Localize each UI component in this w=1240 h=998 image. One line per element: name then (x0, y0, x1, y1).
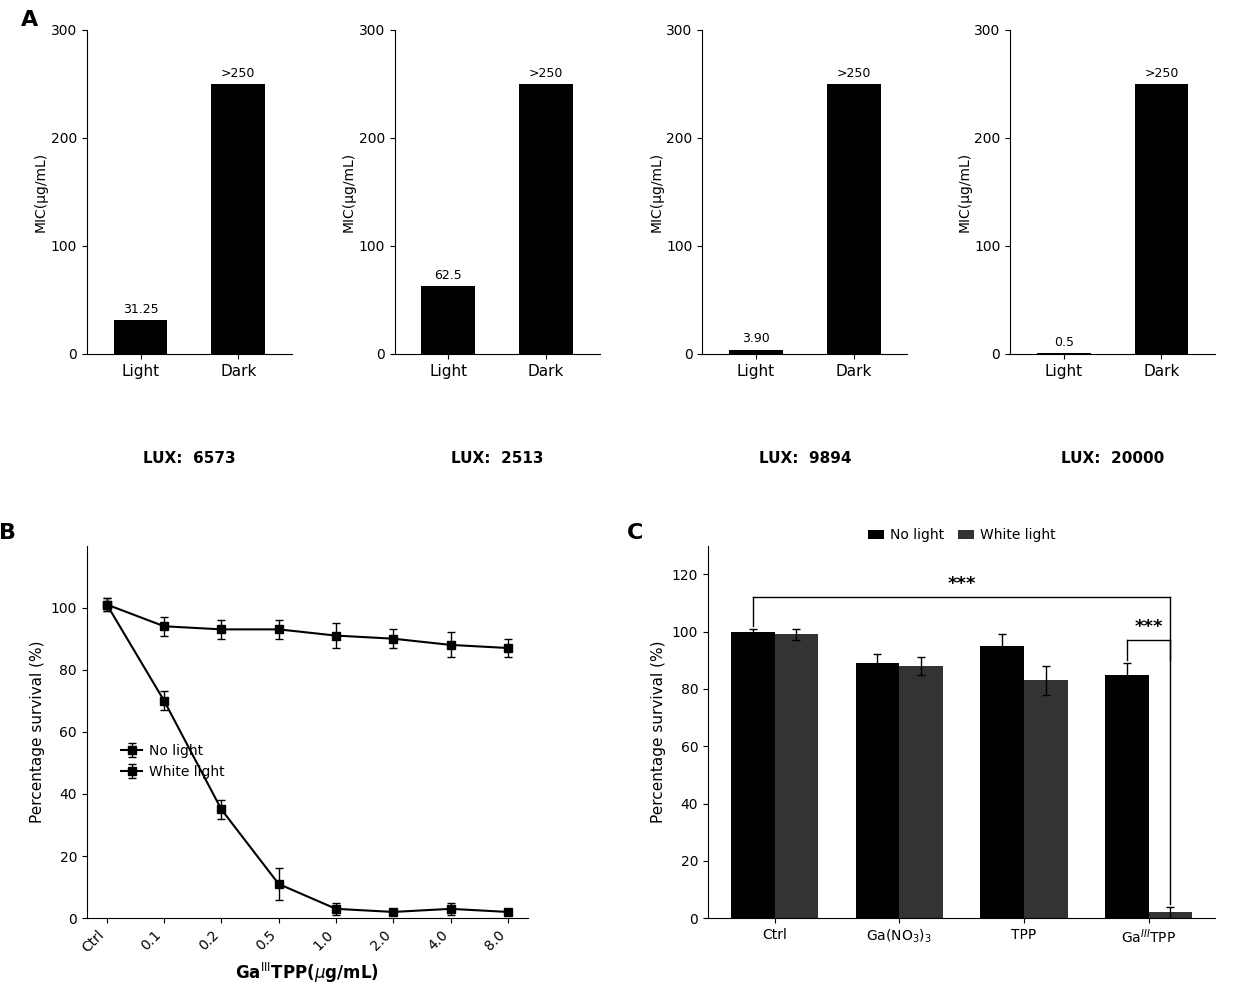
Text: 0.5: 0.5 (1054, 336, 1074, 349)
Bar (729, 349, 782, 354)
Text: LUX:  20000: LUX: 20000 (1061, 451, 1164, 466)
Bar (422, 286, 475, 354)
Y-axis label: MIC(μg/mL): MIC(μg/mL) (342, 152, 356, 232)
Bar (732, 632, 775, 918)
Text: B: B (0, 523, 16, 543)
Text: LUX:  6573: LUX: 6573 (143, 451, 236, 466)
Text: 31.25: 31.25 (123, 302, 159, 316)
Text: 62.5: 62.5 (434, 269, 463, 282)
Bar (520, 84, 573, 354)
Text: ***: *** (1135, 618, 1163, 636)
Legend: No light, White light: No light, White light (862, 523, 1061, 548)
Text: >250: >250 (837, 67, 870, 80)
Bar (114, 320, 167, 354)
Y-axis label: Percentage survival (%): Percentage survival (%) (30, 641, 45, 823)
Bar (899, 666, 942, 918)
Text: >250: >250 (1145, 67, 1179, 80)
Y-axis label: MIC(μg/mL): MIC(μg/mL) (33, 152, 48, 232)
Bar (1024, 681, 1068, 918)
Bar (1148, 912, 1192, 918)
Bar (1135, 84, 1188, 354)
Bar (775, 635, 818, 918)
X-axis label: Ga$^{\rm III}$TPP($\mu$g/mL): Ga$^{\rm III}$TPP($\mu$g/mL) (236, 961, 379, 985)
Text: >250: >250 (221, 67, 255, 80)
Text: LUX:  9894: LUX: 9894 (759, 451, 851, 466)
Legend: No light, White light: No light, White light (115, 739, 231, 784)
Bar (1105, 675, 1148, 918)
Text: ***: *** (947, 575, 976, 593)
Text: A: A (21, 11, 38, 31)
Y-axis label: MIC(μg/mL): MIC(μg/mL) (957, 152, 971, 232)
Text: >250: >250 (528, 67, 563, 80)
Text: 3.90: 3.90 (743, 332, 770, 345)
Bar (856, 663, 899, 918)
Y-axis label: Percentage survival (%): Percentage survival (%) (651, 641, 666, 823)
Text: LUX:  2513: LUX: 2513 (451, 451, 543, 466)
Bar (211, 84, 265, 354)
Bar (827, 84, 880, 354)
Bar (981, 646, 1024, 918)
Y-axis label: MIC(μg/mL): MIC(μg/mL) (650, 152, 663, 232)
Text: C: C (627, 523, 644, 543)
